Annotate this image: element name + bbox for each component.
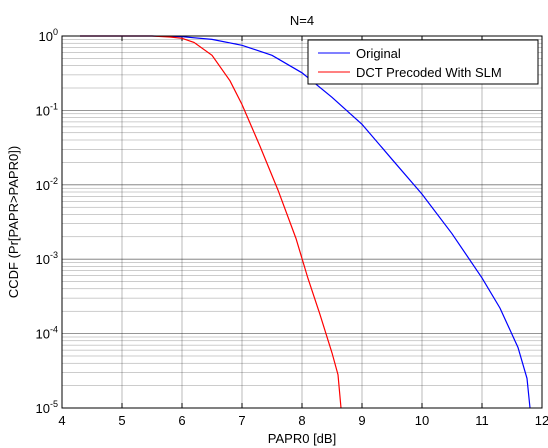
chart-title: N=4 (290, 13, 314, 28)
y-tick-base: 10 (36, 103, 50, 118)
y-tick-label: 10-2 (36, 176, 58, 193)
y-tick-base: 10 (36, 252, 50, 267)
x-tick-label: 12 (535, 413, 548, 428)
x-tick-labels: 4 5 6 7 8 9 10 11 12 (58, 413, 548, 428)
series-line-dct-precoded-slm (80, 35, 342, 409)
x-axis-label: PAPR0 [dB] (268, 431, 336, 446)
y-tick-base: 10 (36, 401, 50, 416)
series-layer (80, 35, 531, 409)
x-tick-label: 9 (358, 413, 365, 428)
y-tick-base: 10 (39, 29, 53, 44)
y-tick-label: 100 (39, 27, 58, 44)
y-tick-label: 10-4 (36, 325, 58, 342)
x-tick-label: 10 (415, 413, 429, 428)
x-tick-label: 8 (298, 413, 305, 428)
x-tick-label: 4 (58, 413, 65, 428)
x-tick-label: 5 (118, 413, 125, 428)
x-tick-label: 7 (238, 413, 245, 428)
x-tick-label: 11 (475, 413, 489, 428)
plot-area (62, 36, 542, 408)
y-axis-label: CCDF (Pr[PAPR>PAPR0]) (6, 146, 21, 298)
y-tick-exponent: -3 (50, 250, 58, 260)
y-tick-label: 10-5 (36, 399, 58, 416)
y-tick-base: 10 (36, 178, 50, 193)
x-tick-label: 6 (178, 413, 185, 428)
series-line-original (80, 35, 531, 409)
y-tick-exponent: -1 (50, 101, 58, 111)
legend-label-original: Original (356, 46, 401, 61)
plot-frame (61, 35, 543, 409)
y-tick-base: 10 (36, 327, 50, 342)
y-tick-label: 10-3 (36, 250, 58, 267)
y-tick-exponent: -5 (50, 399, 58, 409)
y-tick-label: 10-1 (36, 101, 58, 118)
legend-label-dct-slm: DCT Precoded With SLM (356, 65, 502, 80)
y-tick-exponent: 0 (53, 27, 58, 37)
legend-box (307, 39, 539, 85)
y-tick-exponent: -2 (50, 176, 58, 186)
legend: Original DCT Precoded With SLM (307, 39, 539, 85)
y-tick-exponent: -4 (50, 325, 58, 335)
